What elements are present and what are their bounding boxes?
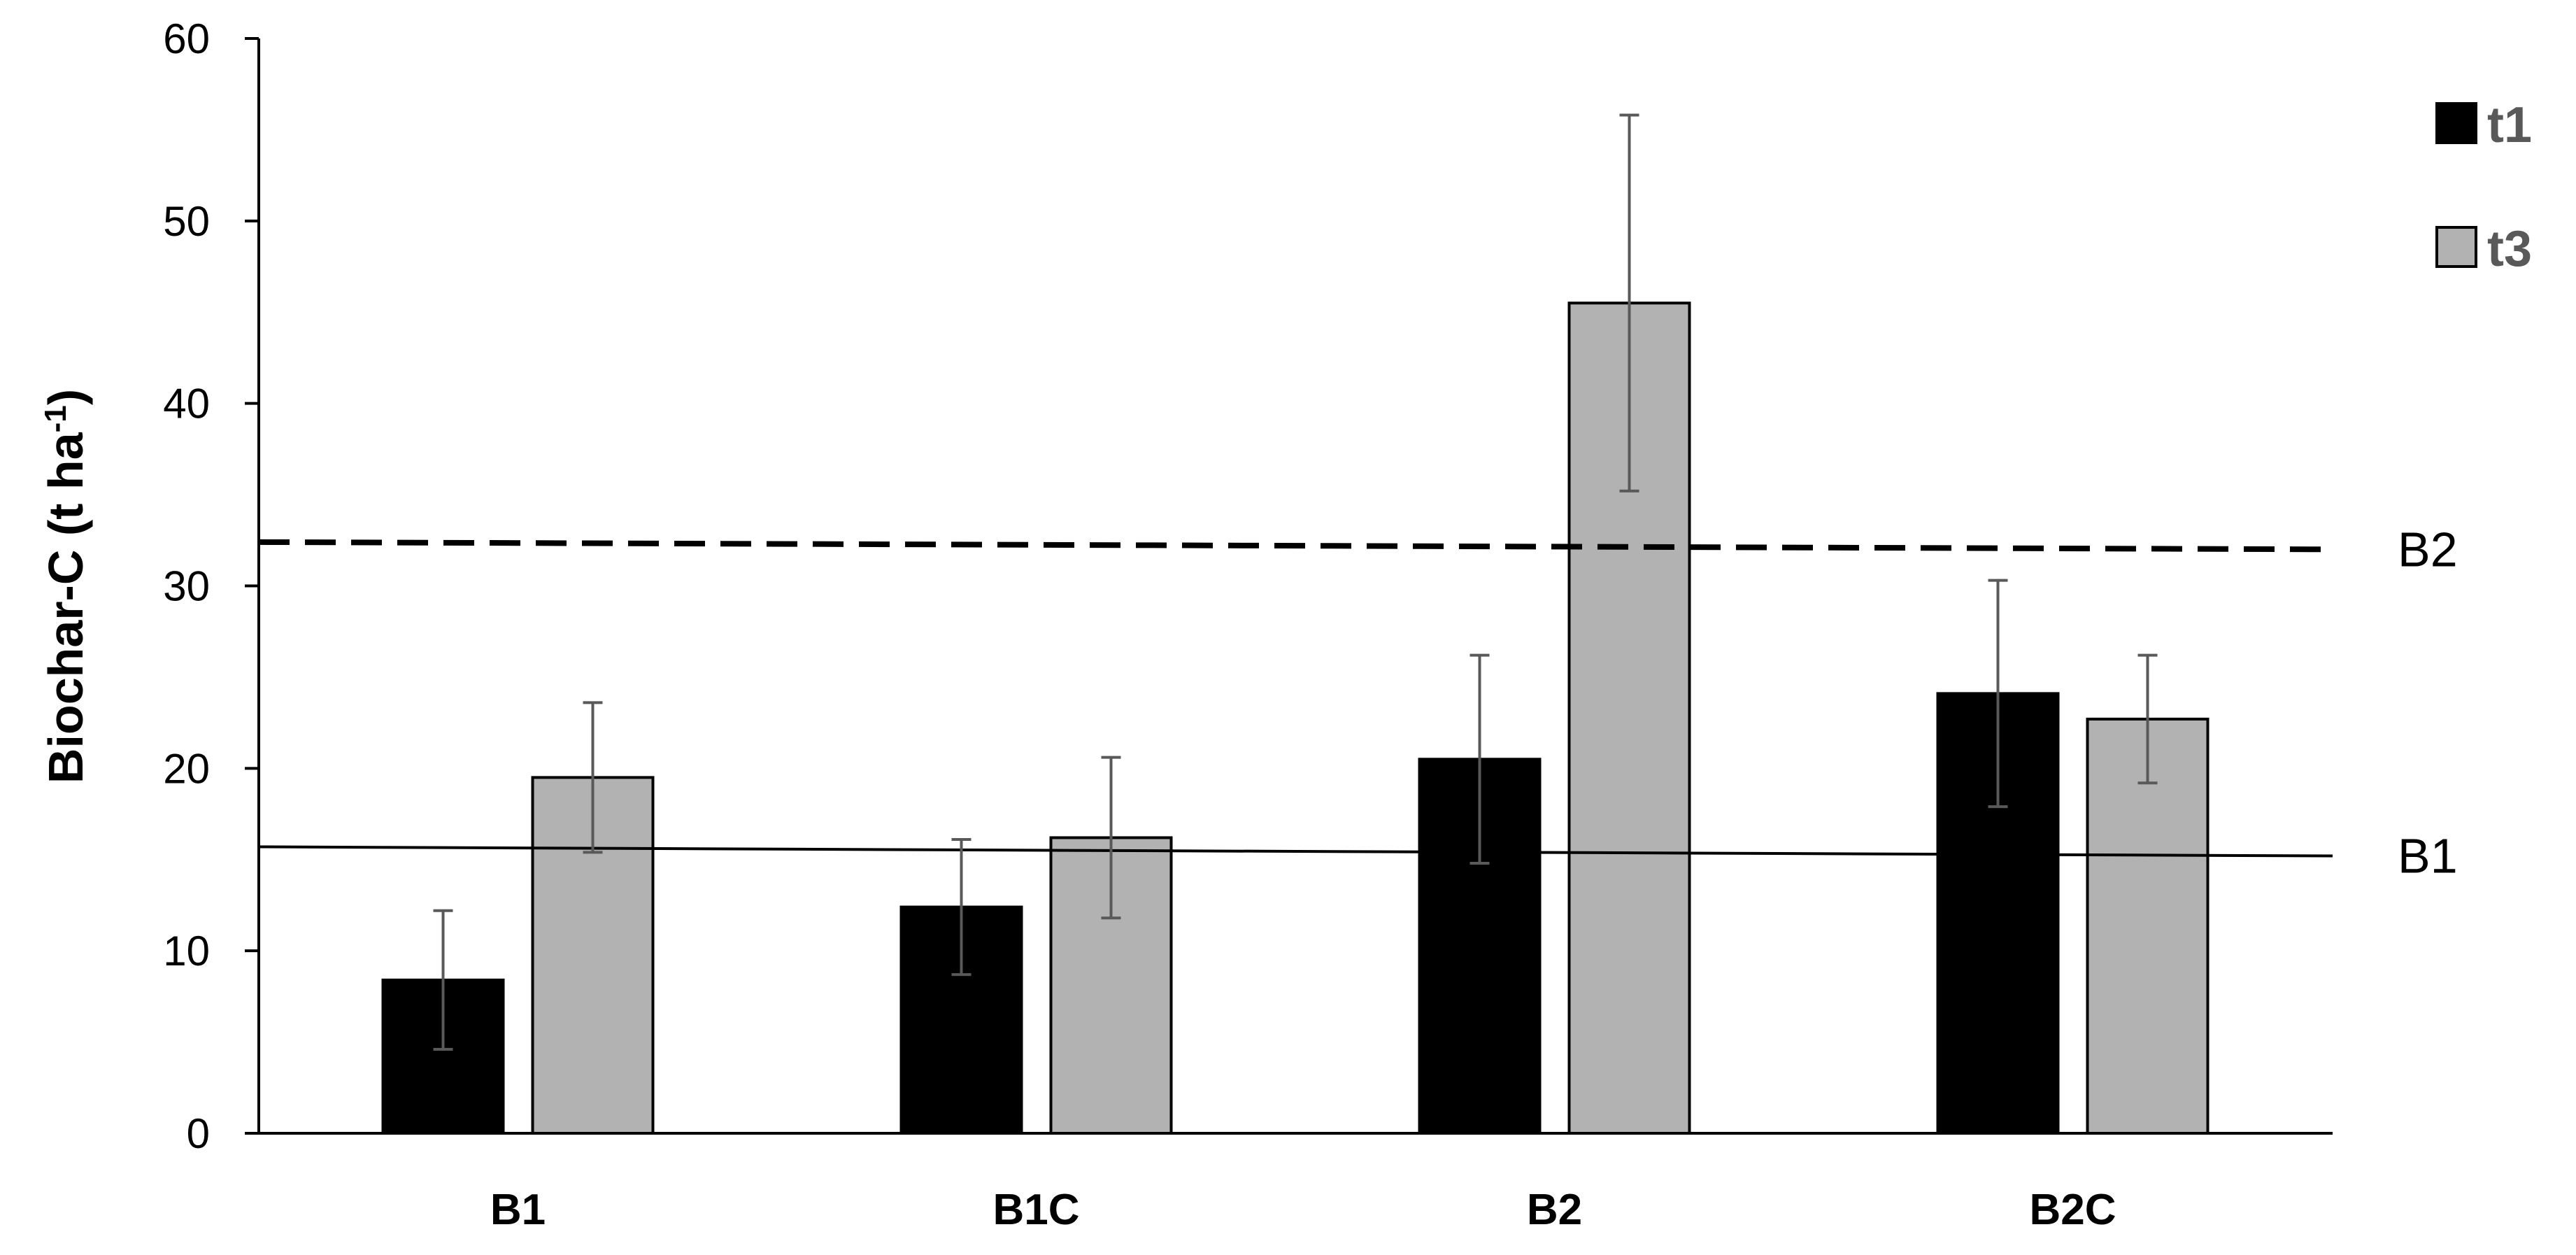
error-bars-layer (433, 113, 2158, 1051)
reference-line-label: B2 (2398, 522, 2458, 576)
x-category-label: B2 (1527, 1186, 1582, 1234)
y-tick-label: 50 (163, 198, 210, 245)
x-category-label: B2C (2029, 1186, 2116, 1234)
legend-swatch-t3 (2435, 226, 2477, 268)
x-categories-layer: B1 B1C B2 B2C (490, 1186, 2116, 1234)
y-tick-label: 40 (163, 381, 210, 427)
reference-lines-layer: B1 B2 (258, 522, 2458, 884)
reference-line-B2 (258, 539, 2333, 553)
reference-line-B1 (258, 845, 2333, 858)
y-axis-label-suffix: ) (38, 389, 93, 405)
y-ticks-layer: 0 10 20 30 40 50 60 (163, 15, 259, 1157)
x-category-label: B1C (992, 1186, 1079, 1234)
legend-label-t1: t1 (2487, 97, 2532, 153)
y-tick-label: 60 (163, 15, 210, 62)
reference-line-label: B1 (2398, 829, 2458, 884)
legend: t1 t3 (2435, 97, 2532, 277)
x-category-label: B1 (490, 1186, 546, 1234)
y-axis-label: Biochar-C (t ha-1) (38, 389, 93, 784)
y-tick-label: 10 (163, 928, 210, 974)
bar-t3-B2C (2086, 717, 2209, 1135)
bar-t3-B1C (1049, 836, 1173, 1135)
y-axis-label-main: Biochar-C (t ha (38, 432, 93, 784)
bars-layer (381, 302, 2209, 1135)
y-tick-label: 20 (163, 745, 210, 792)
legend-label-t3: t3 (2487, 221, 2532, 277)
legend-swatch-t1 (2435, 102, 2477, 144)
y-tick-label: 0 (187, 1110, 210, 1157)
y-axis-label-superscript: -1 (38, 405, 73, 432)
y-tick-label: 30 (163, 563, 210, 610)
